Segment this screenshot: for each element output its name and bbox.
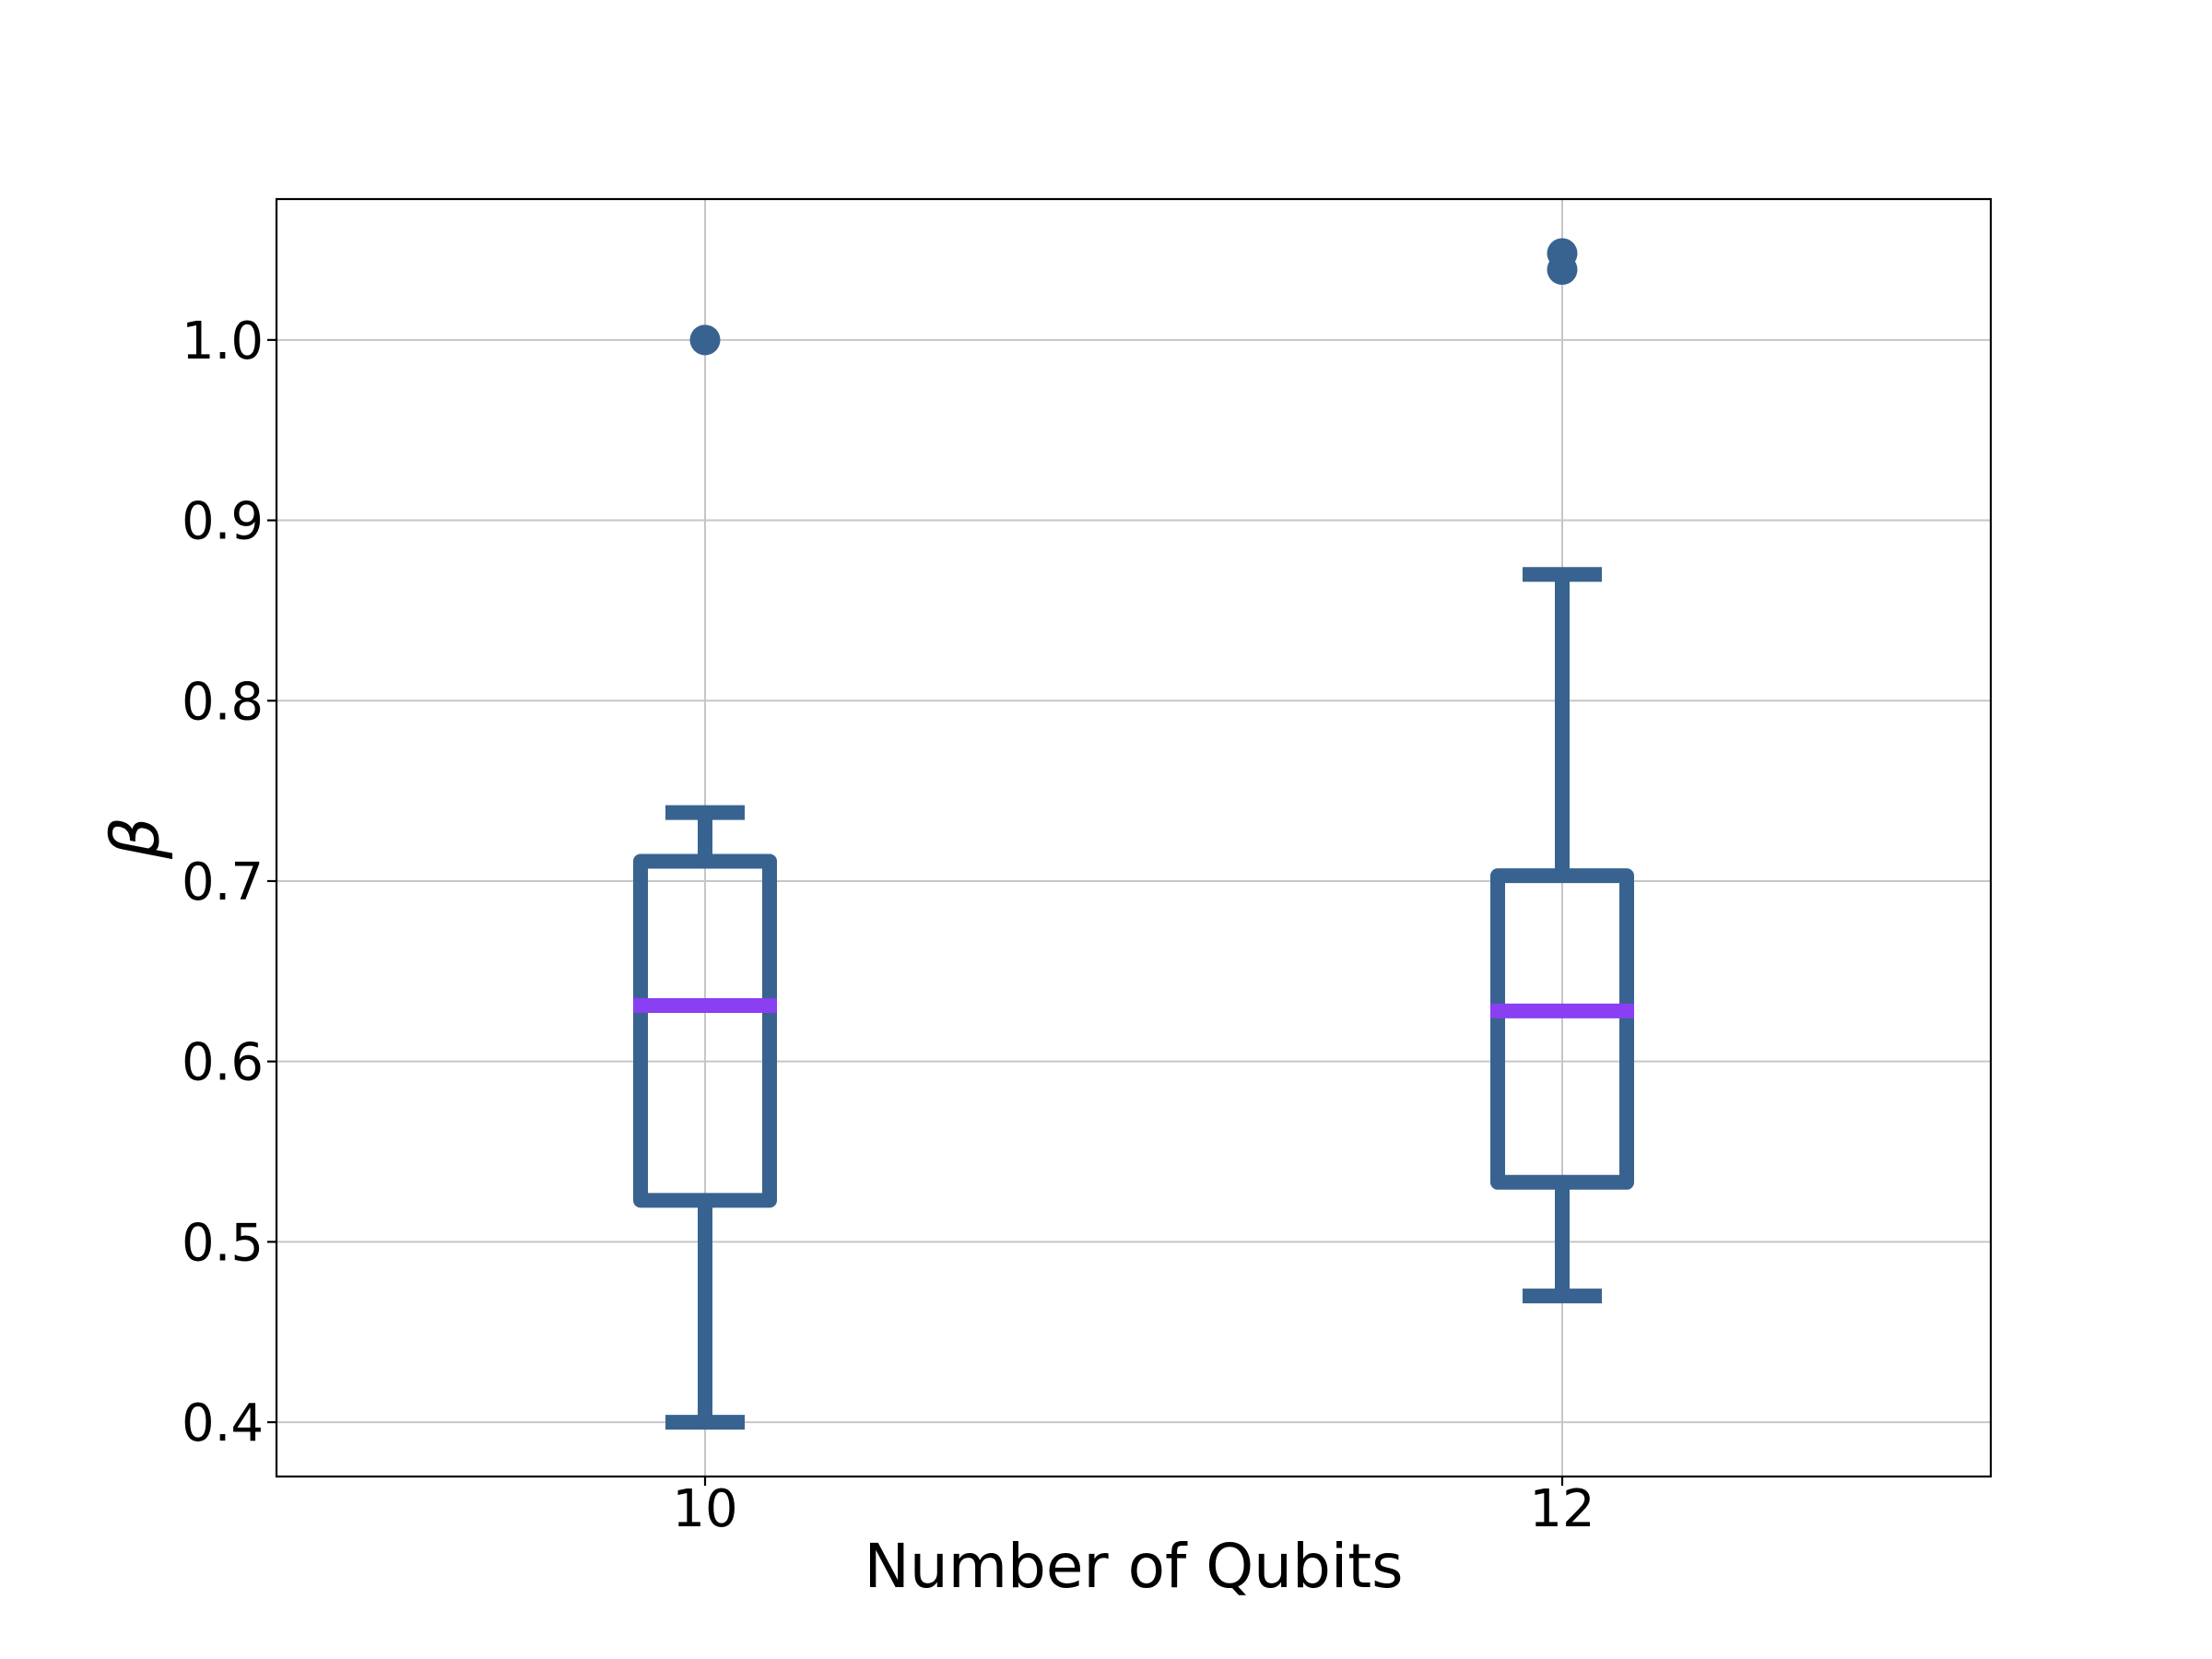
box-12: [1490, 238, 1634, 1304]
y-axis-label: β: [97, 817, 174, 860]
x-tick-label: 10: [672, 1479, 737, 1539]
tick-layer: [267, 338, 1564, 1486]
outlier-marker: [689, 324, 721, 356]
boxplot-series: [633, 238, 1634, 1430]
y-tick-label: 0.6: [182, 1033, 264, 1093]
x-axis-label: Number of Qubits: [865, 1531, 1404, 1602]
y-tick-label: 0.7: [182, 853, 264, 912]
iqr-box: [1490, 868, 1634, 1190]
iqr-box: [633, 853, 777, 1208]
y-tick-label: 1.0: [182, 312, 264, 371]
tick-label-layer: 0.4 0.5 0.6 0.7 0.8 0.9 1.0 10 12: [182, 312, 1595, 1539]
y-tick-label: 0.8: [182, 672, 264, 732]
outlier-marker: [1547, 238, 1578, 269]
axes-frame: [275, 197, 1993, 1478]
box-10: [633, 324, 777, 1430]
y-tick-label: 0.5: [182, 1213, 264, 1273]
y-tick-label: 0.9: [182, 492, 264, 552]
y-tick-label: 0.4: [182, 1394, 264, 1453]
x-tick-label: 12: [1529, 1479, 1594, 1539]
